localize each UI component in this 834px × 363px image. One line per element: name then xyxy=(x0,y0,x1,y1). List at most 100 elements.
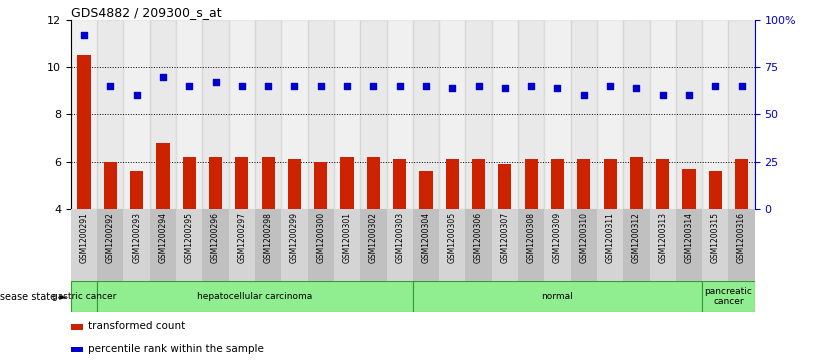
Bar xyxy=(545,209,570,281)
Bar xyxy=(702,209,728,281)
Bar xyxy=(656,159,670,209)
Bar xyxy=(413,281,702,312)
Text: gastric cancer: gastric cancer xyxy=(52,292,116,301)
Text: GSM1200302: GSM1200302 xyxy=(369,212,378,263)
Text: GSM1200297: GSM1200297 xyxy=(238,212,246,263)
Text: GSM1200316: GSM1200316 xyxy=(737,212,746,263)
Bar xyxy=(123,20,150,209)
Bar xyxy=(570,20,597,209)
Bar xyxy=(492,20,518,209)
Bar xyxy=(445,159,459,209)
Bar xyxy=(440,20,465,209)
Point xyxy=(709,83,722,89)
Text: GSM1200303: GSM1200303 xyxy=(395,212,404,264)
Bar xyxy=(728,20,755,209)
Text: disease state ►: disease state ► xyxy=(0,292,67,302)
Bar xyxy=(465,209,492,281)
Point xyxy=(78,32,91,38)
Bar xyxy=(255,20,281,209)
Bar xyxy=(130,171,143,209)
Point xyxy=(550,85,564,91)
Bar xyxy=(262,157,274,209)
Bar xyxy=(281,20,308,209)
Bar xyxy=(367,157,380,209)
Bar xyxy=(420,171,433,209)
Text: GSM1200315: GSM1200315 xyxy=(711,212,720,263)
Bar xyxy=(492,209,518,281)
Bar xyxy=(78,55,91,209)
Text: GSM1200313: GSM1200313 xyxy=(658,212,667,263)
Bar xyxy=(203,20,229,209)
Text: percentile rank within the sample: percentile rank within the sample xyxy=(88,343,264,354)
Bar xyxy=(360,20,386,209)
Text: GSM1200291: GSM1200291 xyxy=(79,212,88,263)
Bar xyxy=(386,209,413,281)
Text: GSM1200314: GSM1200314 xyxy=(685,212,694,263)
Bar xyxy=(314,162,327,209)
Bar xyxy=(702,281,755,312)
Text: transformed count: transformed count xyxy=(88,321,185,331)
Bar xyxy=(676,20,702,209)
Bar xyxy=(229,20,255,209)
Point xyxy=(103,83,117,89)
Bar xyxy=(676,209,702,281)
Point xyxy=(472,83,485,89)
Text: GSM1200304: GSM1200304 xyxy=(421,212,430,264)
Bar xyxy=(150,209,176,281)
Point xyxy=(630,85,643,91)
Bar xyxy=(630,157,643,209)
Text: GSM1200294: GSM1200294 xyxy=(158,212,168,263)
Bar xyxy=(334,209,360,281)
Bar xyxy=(157,143,169,209)
Bar xyxy=(71,281,98,312)
Bar xyxy=(334,20,360,209)
Bar xyxy=(525,159,538,209)
Bar xyxy=(360,209,386,281)
Text: GSM1200308: GSM1200308 xyxy=(527,212,535,263)
Text: GSM1200312: GSM1200312 xyxy=(632,212,641,263)
Point xyxy=(340,83,354,89)
Text: GSM1200295: GSM1200295 xyxy=(185,212,193,263)
Bar xyxy=(650,20,676,209)
Bar xyxy=(183,157,196,209)
Bar xyxy=(393,159,406,209)
Bar xyxy=(728,209,755,281)
Point xyxy=(445,85,459,91)
Bar xyxy=(209,157,222,209)
Bar xyxy=(499,164,511,209)
Bar xyxy=(518,209,545,281)
Bar xyxy=(98,209,123,281)
Bar xyxy=(340,157,354,209)
Bar xyxy=(623,209,650,281)
Text: GSM1200309: GSM1200309 xyxy=(553,212,562,264)
Point xyxy=(393,83,406,89)
Text: GSM1200307: GSM1200307 xyxy=(500,212,510,264)
Bar xyxy=(176,209,203,281)
Bar xyxy=(413,209,440,281)
Point xyxy=(183,83,196,89)
Bar xyxy=(472,159,485,209)
Text: GSM1200300: GSM1200300 xyxy=(316,212,325,264)
Bar xyxy=(308,20,334,209)
Bar xyxy=(71,209,98,281)
Text: GSM1200311: GSM1200311 xyxy=(605,212,615,263)
Text: GSM1200292: GSM1200292 xyxy=(106,212,115,263)
Text: hepatocellular carcinoma: hepatocellular carcinoma xyxy=(198,292,313,301)
Bar xyxy=(709,171,722,209)
Text: GDS4882 / 209300_s_at: GDS4882 / 209300_s_at xyxy=(71,6,222,19)
Bar xyxy=(308,209,334,281)
Text: GSM1200305: GSM1200305 xyxy=(448,212,457,264)
Bar xyxy=(702,20,728,209)
Point xyxy=(682,93,696,98)
Text: GSM1200299: GSM1200299 xyxy=(290,212,299,263)
Point xyxy=(525,83,538,89)
Bar xyxy=(597,20,623,209)
Point xyxy=(156,74,169,79)
Point xyxy=(420,83,433,89)
Text: GSM1200301: GSM1200301 xyxy=(343,212,352,263)
Bar xyxy=(440,209,465,281)
Text: GSM1200310: GSM1200310 xyxy=(580,212,588,263)
Text: GSM1200293: GSM1200293 xyxy=(132,212,141,263)
Bar xyxy=(570,209,597,281)
Point xyxy=(367,83,380,89)
